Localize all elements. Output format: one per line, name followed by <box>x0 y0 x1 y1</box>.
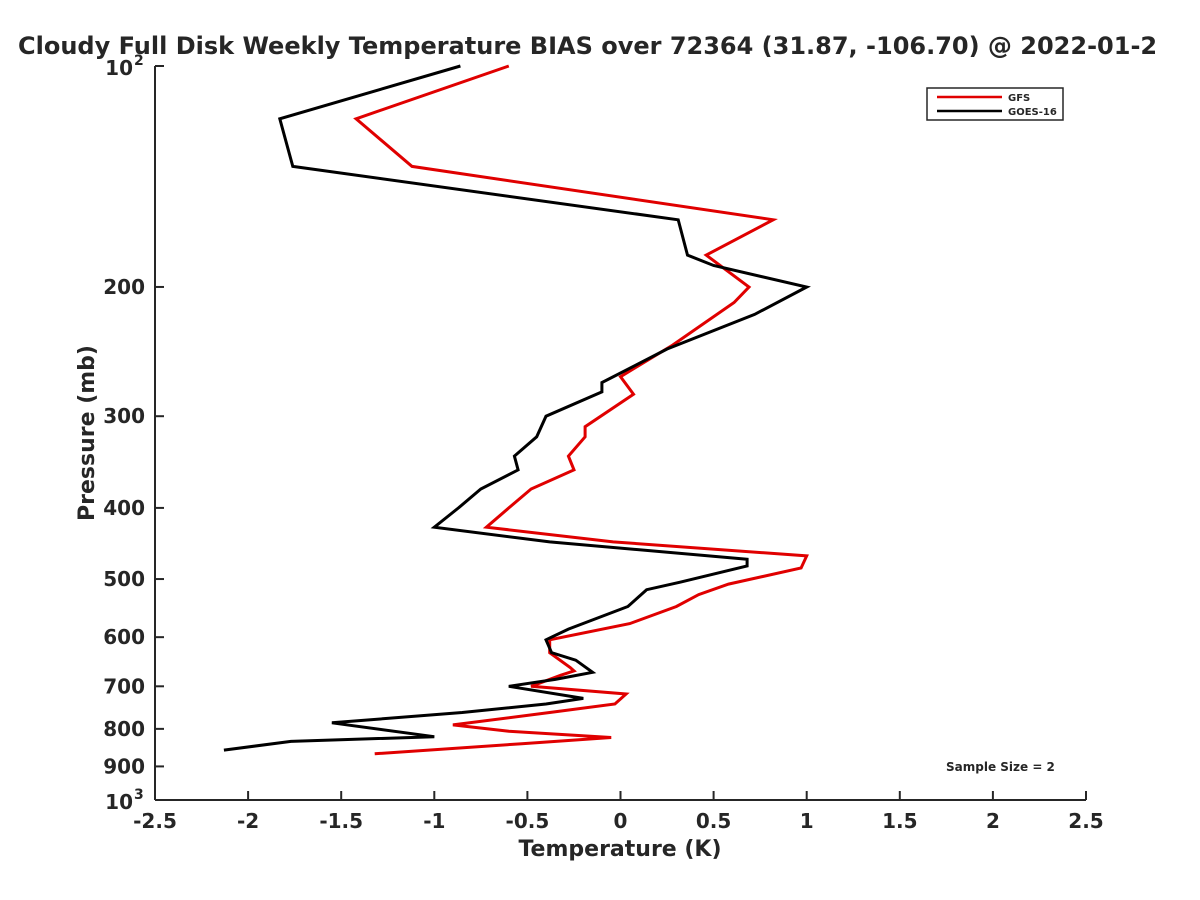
series-line-gfs <box>353 64 809 756</box>
legend-box <box>926 87 1064 121</box>
x-tick-label: 1 <box>800 809 814 833</box>
legend-label: GFS <box>1008 93 1030 104</box>
y-tick-label-power: 10 3 <box>105 787 144 814</box>
x-tick-label: 0.5 <box>696 809 731 833</box>
y-tick-label-base: 10 <box>105 790 133 814</box>
x-tick-label: -2 <box>237 809 259 833</box>
legend-label: GOES-16 <box>1008 107 1057 118</box>
y-tick-label: 300 <box>103 404 145 428</box>
y-tick-label-exponent: 3 <box>134 787 144 803</box>
x-tick-label: 2.5 <box>1068 809 1103 833</box>
plot-area: -2.5 -2 -1.5 -1 -0.5 0 0.5 1 1.5 2 2.5 10 220030040… <box>103 53 1103 833</box>
chart-title: Cloudy Full Disk Weekly Temperature BIAS… <box>18 32 1157 60</box>
x-tick-label: 2 <box>986 809 1000 833</box>
y-tick-label: 400 <box>103 496 145 520</box>
x-tick-label: -0.5 <box>506 809 550 833</box>
series-lines <box>223 64 811 756</box>
y-tick-label-base: 10 <box>105 56 133 80</box>
series-line-goes-16 <box>223 64 811 752</box>
y-axis-label: Pressure (mb) <box>75 345 100 521</box>
y-tick-label: 500 <box>103 567 145 591</box>
x-tick-label: 1.5 <box>882 809 917 833</box>
x-axis-label: Temperature (K) <box>518 837 721 862</box>
legend: GFS GOES-16 <box>926 87 1064 121</box>
y-tick-label: 900 <box>103 754 145 778</box>
y-tick-label-power: 10 2 <box>105 53 144 80</box>
y-tick-label: 200 <box>103 275 145 299</box>
y-tick-label-exponent: 2 <box>134 53 144 69</box>
x-tick-label: -1.5 <box>319 809 363 833</box>
x-tick-label: -1 <box>423 809 445 833</box>
y-tick-label: 700 <box>103 674 145 698</box>
x-tick-label: 0 <box>614 809 628 833</box>
y-tick-label: 600 <box>103 625 145 649</box>
y-tick-label: 800 <box>103 717 145 741</box>
sample-size-annotation: Sample Size = 2 <box>946 760 1055 774</box>
x-axis-ticks: -2.5 -2 -1.5 -1 -0.5 0 0.5 1 1.5 2 2.5 <box>133 791 1104 833</box>
x-tick-label: -2.5 <box>133 809 177 833</box>
